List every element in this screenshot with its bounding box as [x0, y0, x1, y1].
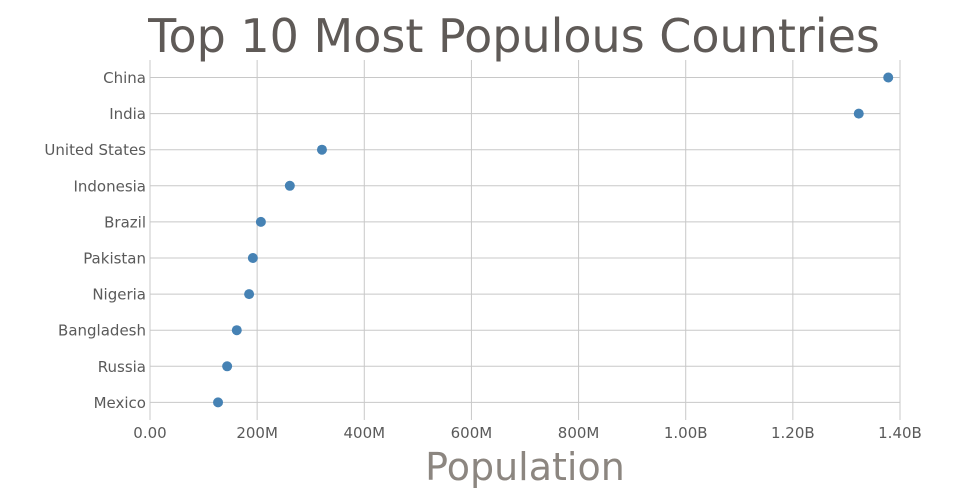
y-tick-label: Brazil [104, 213, 146, 231]
data-point-indonesia[interactable] [284, 180, 295, 191]
y-tick-label: Nigeria [92, 286, 146, 304]
x-axis-labels: 0.00 200M 400M 600M 800M 1.00B 1.20B 1.40B [133, 424, 922, 442]
y-tick-label: India [109, 105, 146, 123]
data-point-russia[interactable] [222, 361, 233, 372]
chart-title: Top 10 Most Populous Countries [147, 9, 880, 63]
data-point-bangladesh[interactable] [231, 325, 242, 336]
data-point-china[interactable] [883, 72, 894, 83]
y-tick-label: Indonesia [73, 177, 146, 195]
x-tick-label: 1.20B [771, 424, 815, 442]
data-point-nigeria[interactable] [244, 289, 255, 300]
y-tick-label: Pakistan [83, 250, 146, 268]
x-tick-label: 1.40B [878, 424, 922, 442]
x-tick-label: 400M [343, 424, 385, 442]
x-tick-label: 1.00B [664, 424, 708, 442]
x-tick-label: 800M [558, 424, 600, 442]
y-tick-label: China [103, 69, 146, 87]
x-tick-label: 200M [236, 424, 278, 442]
x-tick-label: 600M [451, 424, 493, 442]
data-point-pakistan[interactable] [247, 253, 258, 263]
grid [149, 60, 901, 420]
y-tick-label: Mexico [94, 394, 146, 412]
data-point-brazil[interactable] [255, 216, 266, 227]
y-tick-label: Bangladesh [58, 322, 146, 340]
y-tick-label: Russia [98, 358, 146, 376]
x-tick-label: 0.00 [133, 424, 166, 442]
x-axis-title: Population [425, 445, 625, 489]
data-points [213, 72, 894, 408]
data-point-mexico[interactable] [213, 397, 224, 408]
data-point-india[interactable] [853, 108, 864, 119]
data-point-united-states[interactable] [316, 144, 327, 155]
y-axis-labels: China India United States Indonesia Brazil Pa… [44, 69, 146, 412]
y-tick-label: United States [44, 141, 146, 159]
